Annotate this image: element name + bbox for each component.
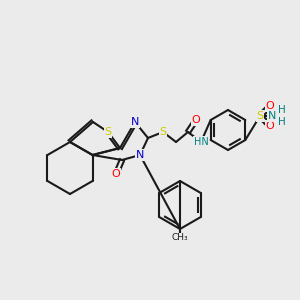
Text: S: S <box>159 127 167 137</box>
Text: CH₃: CH₃ <box>172 233 188 242</box>
Text: O: O <box>112 169 120 179</box>
Text: N: N <box>131 117 139 127</box>
Text: O: O <box>266 121 274 131</box>
Text: S: S <box>256 111 264 121</box>
Text: H: H <box>278 105 286 115</box>
Text: HN: HN <box>194 137 208 147</box>
Text: N: N <box>268 111 276 121</box>
Text: O: O <box>192 115 200 125</box>
Text: O: O <box>266 101 274 111</box>
Text: H: H <box>278 117 286 127</box>
Text: N: N <box>136 150 144 160</box>
Text: S: S <box>104 127 112 137</box>
